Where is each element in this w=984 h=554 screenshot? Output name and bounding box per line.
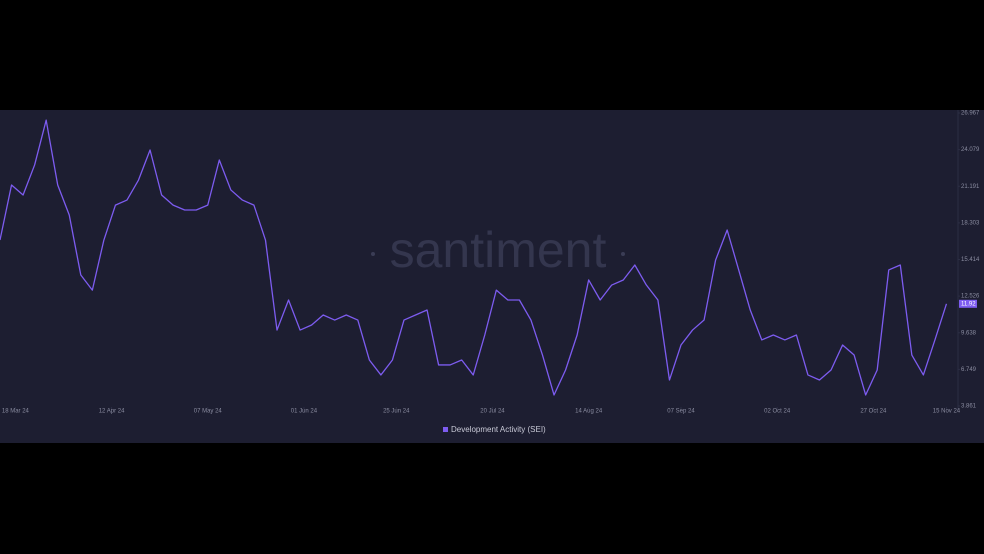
watermark-dot xyxy=(621,252,625,256)
y-tick-label: 18.303 xyxy=(961,220,980,226)
y-tick-label: 24.079 xyxy=(961,147,980,153)
legend-label[interactable]: Development Activity (SEI) xyxy=(451,425,546,434)
x-tick-label: 27 Oct 24 xyxy=(860,409,887,415)
x-tick-label: 25 Jun 24 xyxy=(383,409,410,415)
last-value-label: 11.92 xyxy=(961,301,976,307)
y-tick-label: 9.638 xyxy=(961,330,977,336)
x-tick-label: 15 Nov 24 xyxy=(933,409,961,415)
legend-swatch xyxy=(443,427,448,432)
watermark: santiment xyxy=(390,222,607,278)
x-tick-label: 14 Aug 24 xyxy=(575,409,603,415)
y-tick-label: 3.861 xyxy=(961,404,977,410)
data-line xyxy=(0,119,948,396)
y-tick-label: 26.967 xyxy=(961,111,980,117)
watermark-dot xyxy=(371,252,375,256)
chart-background xyxy=(0,110,984,443)
x-tick-label: 07 May 24 xyxy=(194,409,223,415)
x-tick-label: 02 Oct 24 xyxy=(764,409,791,415)
last-value-box xyxy=(959,299,977,308)
y-tick-label: 6.749 xyxy=(961,367,977,373)
x-tick-label: 12 Apr 24 xyxy=(99,409,125,415)
y-tick-label: 15.414 xyxy=(961,257,980,263)
x-tick-label: 01 Jun 24 xyxy=(291,409,318,415)
y-tick-label: 21.191 xyxy=(961,184,980,190)
x-tick-label: 07 Sep 24 xyxy=(667,409,695,415)
y-tick-label: 12.526 xyxy=(961,294,980,300)
x-tick-label: 20 Jul 24 xyxy=(480,409,505,415)
x-tick-label: 18 Mar 24 xyxy=(2,409,30,415)
